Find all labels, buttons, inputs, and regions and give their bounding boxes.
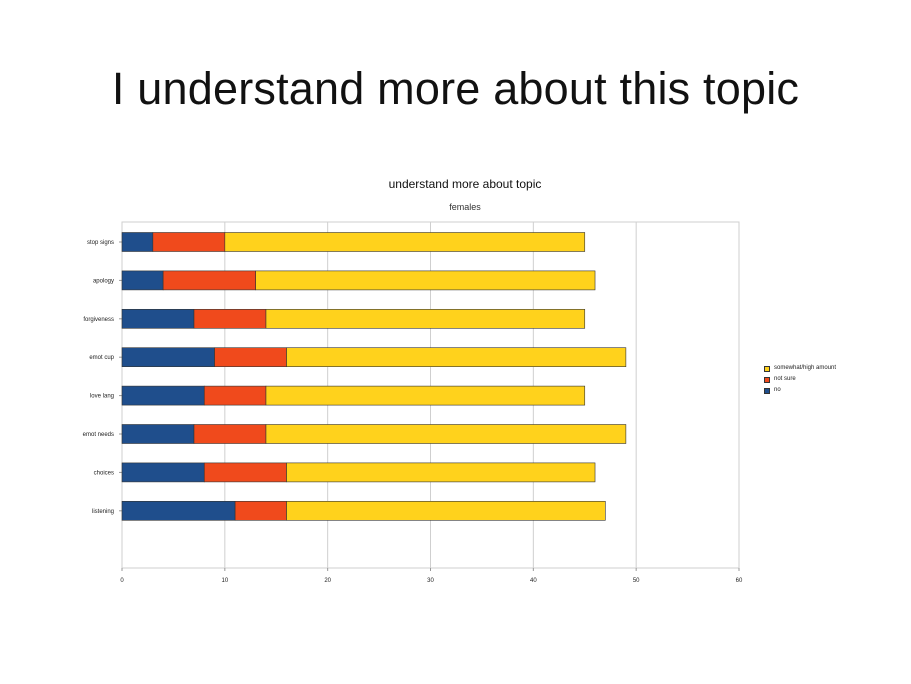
bar-segment [121,270,164,291]
y-tick-label: listening [92,509,114,515]
bar-segment [286,347,627,368]
bar-segment [265,308,586,329]
bar-segment [121,347,215,368]
bar-segment [193,308,267,329]
x-tick-label: 30 [427,578,434,584]
bar-segment [203,385,267,406]
legend-label: no [774,387,781,393]
y-tick-label: emot cup [89,355,114,361]
legend-label: not sure [774,376,796,382]
bar-segment [203,462,287,483]
bar-segment [121,500,236,521]
bar-segment [224,232,586,252]
bar-segment [121,385,205,406]
x-tick-label: 20 [324,578,331,584]
bar-segment [152,232,226,252]
x-tick-label: 10 [221,578,228,584]
bar-segment [286,462,596,483]
chart-legend: somewhat/high amount not sure no [764,363,836,396]
bar-segment [162,270,256,291]
x-tick-label: 60 [736,578,743,584]
y-tick-label: forgiveness [83,317,114,323]
chart-title: understand more about topic [388,177,542,191]
legend-item: not sure [764,374,836,385]
bar-segment [121,462,205,483]
y-tick-label: apology [93,278,114,284]
legend-item: somewhat/high amount [764,363,836,374]
x-tick-label: 50 [633,578,640,584]
y-tick-label: emot needs [83,432,114,438]
y-tick-label: love lang [90,394,114,400]
chart-subtitle: females [449,202,481,212]
legend-label: somewhat/high amount [774,365,837,371]
bar-segment [255,270,596,291]
legend-swatch [764,365,770,372]
bar-segment [193,424,267,444]
bar-segment [265,424,627,444]
legend-swatch [764,387,770,394]
bar-segment [121,424,195,444]
slide-title: I understand more about this topic [111,63,800,114]
bar-segment [121,308,195,329]
bar-segment [265,385,586,406]
y-tick-label: choices [94,470,114,476]
x-tick-label: 0 [120,578,124,584]
bar-segment [214,347,287,368]
bar-segment [121,232,154,252]
y-tick-label: stop signs [87,240,114,246]
legend-swatch [764,376,770,383]
bar-segment [234,500,287,521]
bar-segment [286,500,606,521]
legend-item: no [764,385,836,396]
x-tick-label: 40 [530,578,537,584]
